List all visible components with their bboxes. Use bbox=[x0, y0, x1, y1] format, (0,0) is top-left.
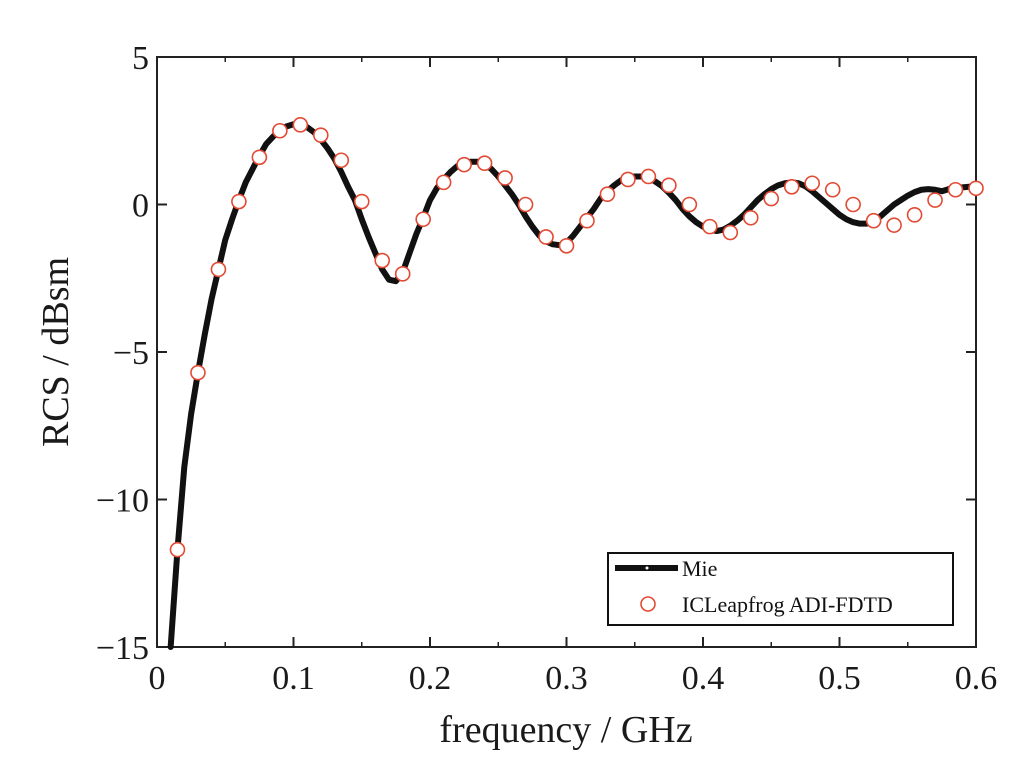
y-axis-ticks: −15 −10 −5 0 5 bbox=[96, 40, 976, 667]
x-tick-label: 0.2 bbox=[409, 660, 452, 697]
data-point-fdtd bbox=[681, 196, 698, 213]
legend-fdtd-marker bbox=[640, 596, 656, 612]
data-point-fdtd bbox=[947, 181, 964, 198]
data-point-fdtd bbox=[456, 156, 472, 173]
legend-fdtd-label: ICLeapfrog ADI-FDTD bbox=[682, 592, 893, 617]
y-tick-label: 5 bbox=[132, 40, 149, 77]
x-tick-label: 0.1 bbox=[272, 660, 315, 697]
data-point-fdtd bbox=[804, 175, 821, 192]
legend-mie-marker bbox=[645, 566, 649, 570]
y-tick-label: −5 bbox=[113, 335, 149, 372]
data-point-fdtd bbox=[599, 186, 616, 202]
data-point-fdtd bbox=[742, 209, 759, 226]
data-point-fdtd bbox=[722, 224, 739, 241]
data-point-fdtd bbox=[538, 229, 554, 245]
x-axis-title: frequency / GHz bbox=[439, 709, 692, 751]
y-tick-label: −15 bbox=[96, 630, 149, 667]
data-point-fdtd bbox=[886, 217, 902, 233]
data-point-fdtd bbox=[333, 152, 350, 169]
x-tick-label: 0.6 bbox=[955, 660, 998, 697]
data-point-fdtd bbox=[865, 212, 882, 229]
data-point-fdtd bbox=[476, 155, 493, 171]
legend-mie-label: Mie bbox=[682, 556, 717, 581]
data-point-fdtd bbox=[558, 238, 575, 254]
data-point-fdtd bbox=[292, 117, 309, 133]
x-tick-label: 0.5 bbox=[818, 660, 861, 697]
x-tick-label: 0.3 bbox=[545, 660, 588, 697]
x-tick-label: 0 bbox=[149, 660, 166, 697]
data-point-fdtd bbox=[517, 196, 534, 213]
y-tick-label: −10 bbox=[96, 483, 149, 520]
y-axis-title: RCS / dBsm bbox=[35, 257, 77, 447]
data-point-fdtd bbox=[620, 171, 636, 188]
series-group bbox=[167, 117, 984, 650]
data-point-fdtd bbox=[845, 196, 861, 213]
data-point-fdtd bbox=[783, 179, 800, 195]
x-tick-label: 0.4 bbox=[682, 660, 725, 697]
data-point-fdtd bbox=[374, 252, 391, 269]
y-tick-label: 0 bbox=[132, 188, 149, 225]
data-point-fdtd bbox=[497, 170, 513, 186]
data-point-fdtd bbox=[579, 212, 595, 229]
data-point-fdtd bbox=[763, 190, 780, 207]
data-point-fdtd bbox=[210, 261, 227, 278]
data-point-fdtd bbox=[640, 168, 657, 185]
x-axis-ticks: 0 0.1 0.2 0.3 0.4 0.5 0.6 bbox=[149, 57, 998, 697]
data-point-fdtd bbox=[251, 149, 268, 166]
data-point-fdtd bbox=[906, 207, 923, 223]
data-point-fdtd bbox=[353, 193, 370, 210]
data-point-fdtd bbox=[312, 127, 329, 143]
data-point-fdtd bbox=[190, 364, 206, 381]
data-point-fdtd bbox=[824, 181, 841, 198]
data-point-fdtd bbox=[661, 177, 677, 194]
data-point-fdtd bbox=[272, 122, 288, 139]
data-point-fdtd bbox=[435, 174, 452, 191]
data-point-fdtd bbox=[968, 180, 984, 197]
data-point-fdtd bbox=[169, 541, 186, 558]
data-point-fdtd bbox=[394, 266, 411, 282]
data-point-fdtd bbox=[927, 192, 943, 208]
data-point-fdtd bbox=[231, 193, 247, 210]
data-point-fdtd bbox=[415, 211, 431, 228]
legend: Mie ICLeapfrog ADI-FDTD bbox=[607, 552, 954, 626]
data-point-fdtd bbox=[702, 218, 718, 235]
